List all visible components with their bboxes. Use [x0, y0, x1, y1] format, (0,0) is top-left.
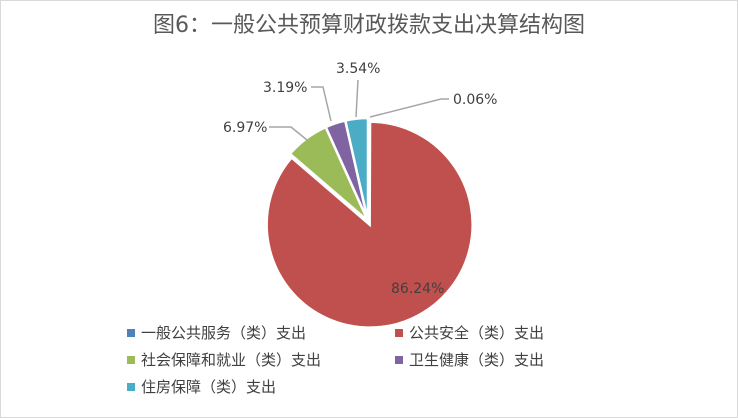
leader-line — [269, 126, 308, 141]
legend-label: 住房保障（类）支出 — [141, 378, 277, 396]
legend-swatch — [395, 355, 403, 364]
leader-line — [311, 86, 332, 122]
legend-swatch — [127, 355, 135, 364]
leader-line — [369, 98, 449, 118]
legend-item: 住房保障（类）支出 — [127, 376, 395, 397]
legend-item: 公共安全（类）支出 — [395, 322, 663, 343]
legend-item: 社会保障和就业（类）支出 — [127, 349, 395, 370]
legend-label: 一般公共服务（类）支出 — [141, 324, 307, 342]
legend-swatch — [127, 382, 135, 391]
legend: 一般公共服务（类）支出 公共安全（类）支出 社会保障和就业（类）支出 卫生健康（… — [127, 319, 663, 400]
legend-swatch — [395, 328, 403, 337]
legend-label: 公共安全（类）支出 — [409, 324, 545, 342]
pie-slice — [265, 120, 474, 329]
legend-swatch — [127, 328, 135, 337]
data-label: 3.54% — [336, 61, 380, 77]
pie-slice — [343, 116, 370, 222]
leader-line — [355, 79, 359, 118]
legend-label: 社会保障和就业（类）支出 — [141, 351, 322, 369]
legend-item: 卫生健康（类）支出 — [395, 349, 663, 370]
data-label: 0.06% — [453, 92, 497, 108]
data-label: 3.19% — [263, 80, 307, 96]
legend-item: 一般公共服务（类）支出 — [127, 322, 395, 343]
legend-label: 卫生健康（类）支出 — [409, 351, 545, 369]
data-label: 86.24% — [391, 281, 444, 297]
chart-title: 图6：一般公共预算财政拨款支出决算结构图 — [153, 13, 585, 38]
data-label: 6.97% — [223, 120, 267, 136]
